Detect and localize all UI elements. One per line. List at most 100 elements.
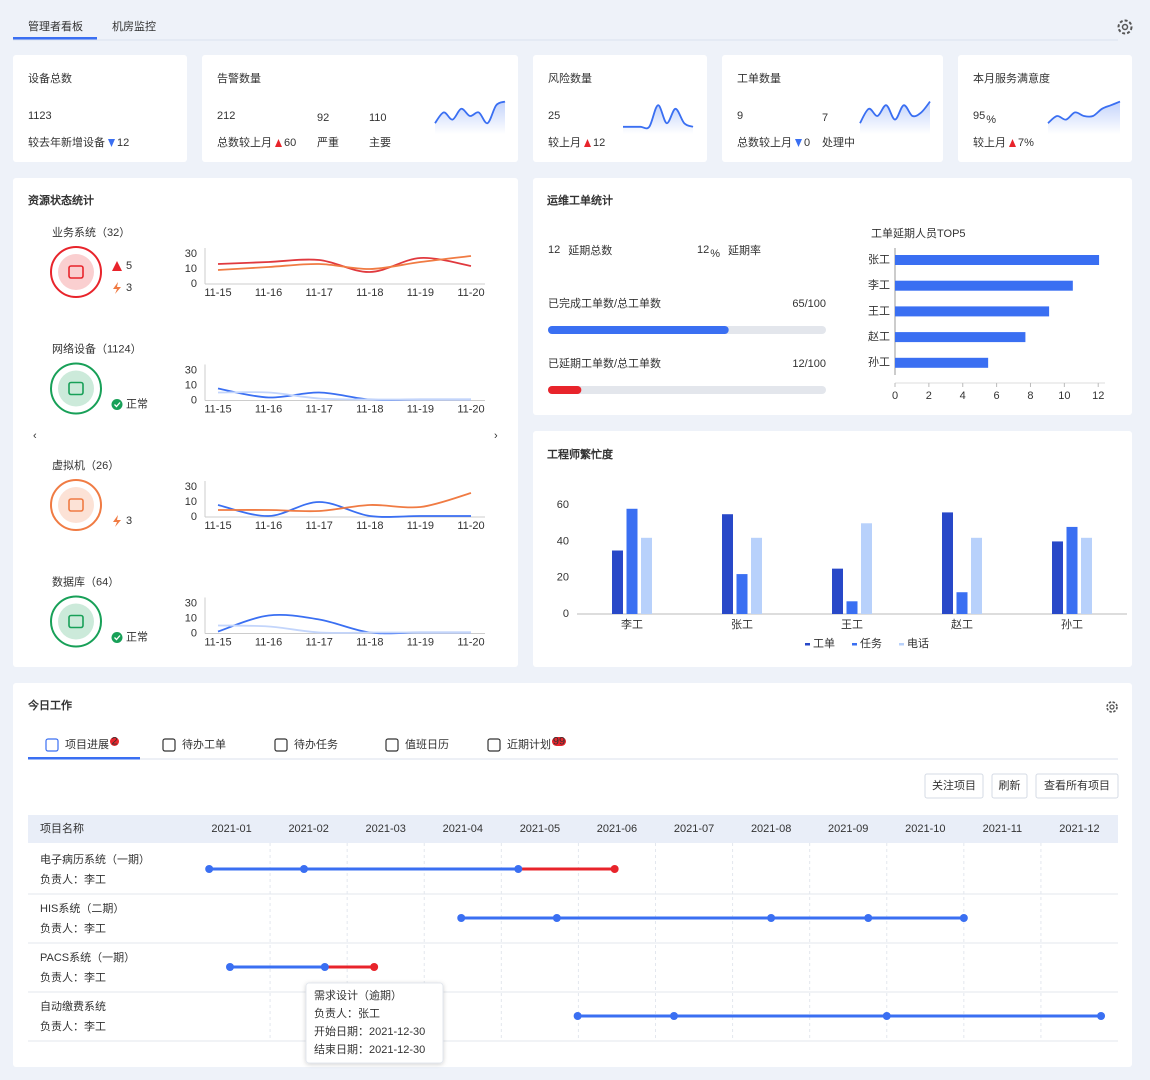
- milestone[interactable]: [670, 1012, 678, 1020]
- milestone[interactable]: [767, 914, 776, 922]
- x-tick-label: 11-16: [255, 287, 282, 299]
- milestone[interactable]: [959, 914, 968, 922]
- legend-label: 任务: [860, 637, 882, 650]
- tooltip-title: 需求设计: [314, 989, 358, 1002]
- milestone[interactable]: [610, 865, 619, 873]
- status-text: 5: [126, 260, 132, 272]
- progress-track: [548, 386, 826, 394]
- today-settings-icon[interactable]: [1106, 701, 1118, 713]
- sparkline: [434, 100, 506, 125]
- tab-label[interactable]: 近期计划: [507, 738, 551, 751]
- month-label: 2021-01: [211, 823, 251, 835]
- milestone[interactable]: [370, 963, 379, 971]
- series-line: [217, 391, 471, 401]
- bar: [1066, 526, 1078, 614]
- button[interactable]: [1035, 773, 1119, 799]
- sparkline: [859, 101, 931, 124]
- milestone[interactable]: [514, 865, 523, 873]
- milestone[interactable]: [864, 914, 873, 922]
- legend-swatch: [852, 643, 857, 646]
- x-tick-label: 11-17: [306, 287, 333, 299]
- x-tick-label: 11-20: [457, 403, 484, 415]
- x-tick-label: 2: [926, 390, 932, 402]
- sparkline-area: [623, 105, 693, 134]
- y-tick-label: 30: [185, 248, 197, 260]
- tab-label[interactable]: 待办工单: [182, 737, 226, 751]
- settings-icon[interactable]: [1117, 19, 1133, 35]
- resource-icon-bg: [58, 254, 94, 290]
- milestone[interactable]: [300, 865, 308, 873]
- resource-icon-bg: [58, 603, 94, 640]
- tooltip-line: 开始日期：2021-12-30: [314, 1024, 425, 1038]
- y-tick-label: 王工: [868, 305, 890, 317]
- kpi-delta: 60: [284, 137, 296, 149]
- tab-label[interactable]: 待办任务: [294, 737, 338, 751]
- button-label[interactable]: 关注项目: [932, 778, 976, 792]
- bar: [895, 357, 989, 368]
- kpi-value: 1123: [28, 110, 52, 122]
- x-tick-label: 11-18: [356, 636, 383, 648]
- tab-label[interactable]: 项目进展: [65, 738, 109, 751]
- milestone[interactable]: [226, 963, 234, 971]
- x-tick-label: 张工: [731, 618, 753, 631]
- bar: [895, 255, 1100, 265]
- kpi-extra-label: 主要: [369, 136, 391, 149]
- kpi-note: 总数较上月: [737, 135, 792, 149]
- button-label[interactable]: 刷新: [999, 778, 1021, 792]
- x-tick-label: 11-18: [356, 520, 383, 532]
- button[interactable]: [991, 773, 1028, 799]
- resource-label: 数据库（64）: [52, 574, 119, 588]
- tab-label[interactable]: 值班日历: [405, 738, 449, 751]
- progress-text: 65/100: [792, 298, 826, 310]
- x-tick-label: 11-17: [306, 520, 333, 532]
- trend-arrow: [1009, 139, 1016, 147]
- resource-ring: [50, 479, 102, 531]
- nav-tab[interactable]: 机房监控: [112, 19, 156, 33]
- badge-text: 99: [553, 735, 565, 747]
- stat-value: 12: [697, 244, 709, 256]
- kpi-delta: 7%: [1018, 137, 1034, 149]
- y-tick-label: 0: [191, 278, 197, 290]
- resource-label: 虚拟机（26）: [52, 458, 119, 472]
- milestone[interactable]: [1097, 1012, 1106, 1020]
- kpi-delta: 12: [117, 137, 129, 149]
- project-owner: 负责人：李工: [40, 970, 106, 984]
- card-title: 工程师繁忙度: [547, 447, 614, 461]
- milestone[interactable]: [552, 914, 561, 922]
- ok-icon: [111, 632, 123, 643]
- month-label: 2021-11: [983, 823, 1023, 835]
- kpi-delta: 0: [804, 137, 810, 149]
- month-label: 2021-09: [828, 823, 868, 835]
- milestone[interactable]: [205, 865, 214, 873]
- card-title: 资源状态统计: [28, 193, 94, 207]
- status-text: 正常: [126, 397, 148, 410]
- prev-arrow[interactable]: ‹: [33, 430, 37, 442]
- project-name: PACS系统（一期）: [40, 951, 135, 964]
- kpi-extra-value: 92: [317, 112, 329, 124]
- next-arrow[interactable]: ›: [494, 430, 498, 442]
- card: [13, 683, 1132, 1067]
- bar: [895, 332, 1026, 343]
- sparkline: [1047, 100, 1121, 124]
- card-title: 运维工单统计: [547, 193, 613, 207]
- nav-tab[interactable]: 管理者看板: [28, 19, 83, 33]
- bar: [895, 306, 1050, 317]
- legend-swatch: [899, 643, 904, 646]
- bar: [942, 512, 953, 614]
- button-label[interactable]: 查看所有项目: [1044, 778, 1110, 792]
- milestone[interactable]: [457, 914, 466, 922]
- gear: [1117, 19, 1133, 35]
- button[interactable]: [924, 773, 984, 799]
- milestone[interactable]: [320, 963, 329, 971]
- kpi-unit: %: [986, 114, 996, 126]
- milestone[interactable]: [573, 1012, 582, 1020]
- y-tick-label: 20: [557, 572, 569, 584]
- active-tab-underline: [13, 37, 97, 40]
- kpi-card: [13, 55, 187, 162]
- progress-bar: [548, 386, 582, 394]
- trend-arrow: [584, 139, 591, 147]
- y-tick-label: 30: [185, 597, 197, 609]
- tab-icon: [274, 738, 288, 752]
- milestone[interactable]: [882, 1012, 891, 1020]
- x-tick-label: 11-19: [407, 403, 434, 415]
